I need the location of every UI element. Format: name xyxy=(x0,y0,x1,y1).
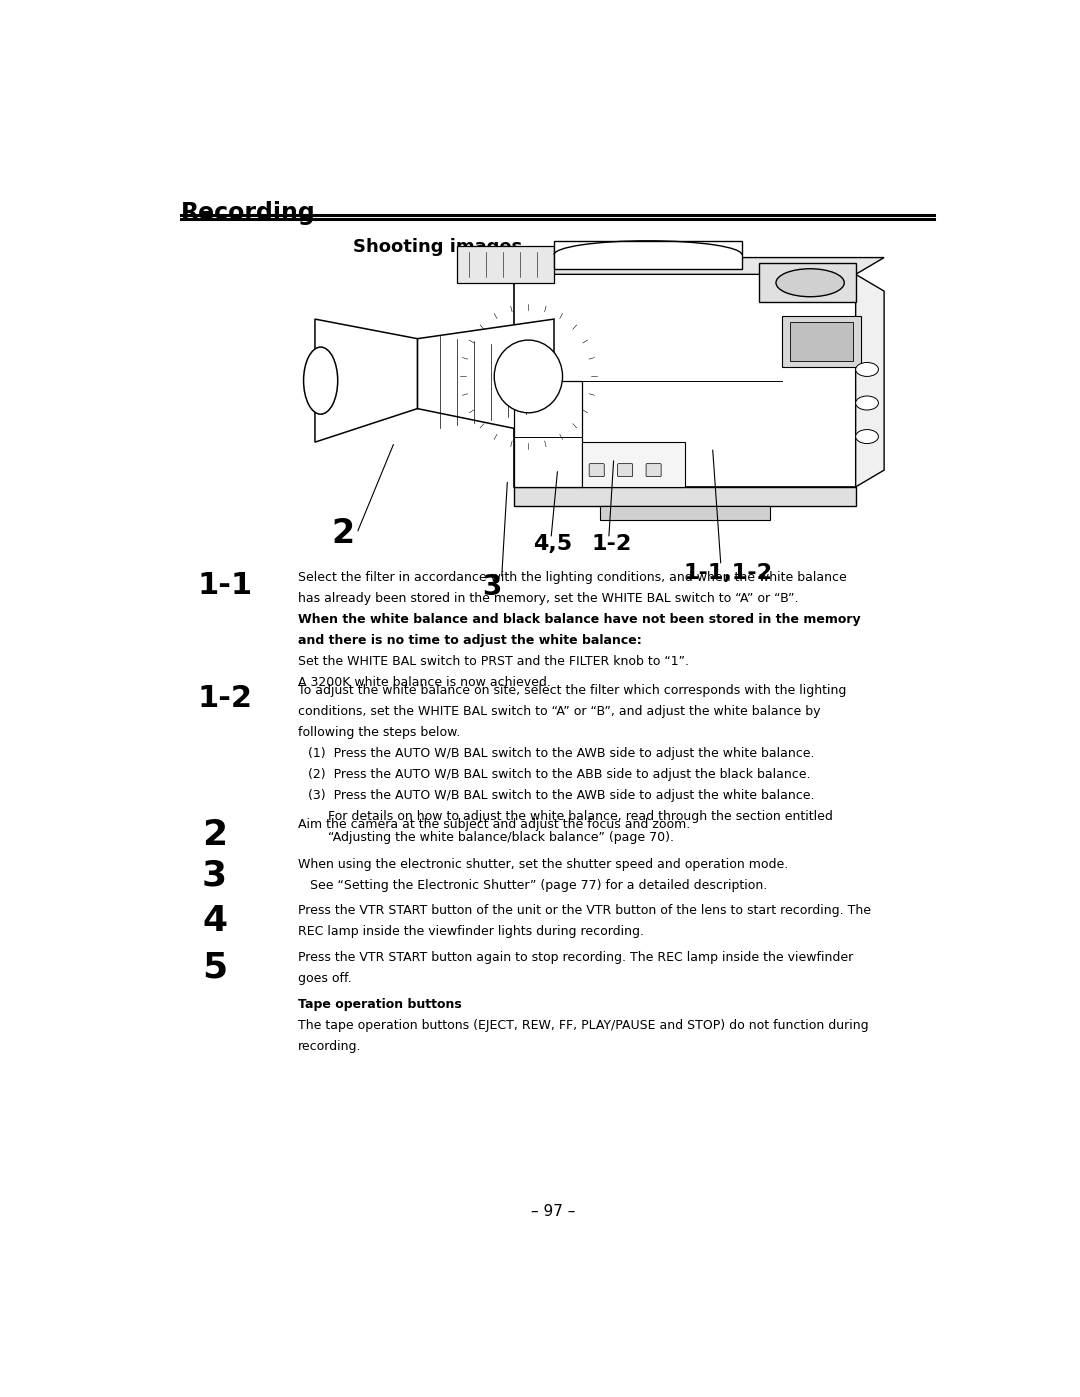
Polygon shape xyxy=(759,263,855,302)
Ellipse shape xyxy=(855,429,878,444)
Text: 4: 4 xyxy=(202,904,227,939)
Text: 3: 3 xyxy=(202,858,227,893)
Text: Recording: Recording xyxy=(181,201,315,225)
Text: (1)  Press the AUTO W/B BAL switch to the AWB side to adjust the white balance.: (1) Press the AUTO W/B BAL switch to the… xyxy=(308,747,814,760)
FancyBboxPatch shape xyxy=(590,464,604,476)
Text: When using the electronic shutter, set the shutter speed and operation mode.: When using the electronic shutter, set t… xyxy=(298,858,788,872)
Text: (3)  Press the AUTO W/B BAL switch to the AWB side to adjust the white balance.: (3) Press the AUTO W/B BAL switch to the… xyxy=(308,789,814,802)
Ellipse shape xyxy=(303,346,338,414)
Text: 3: 3 xyxy=(483,573,502,601)
Polygon shape xyxy=(514,380,582,488)
Text: 1-1,1-2: 1-1,1-2 xyxy=(684,563,772,583)
Ellipse shape xyxy=(507,353,551,400)
Text: A 3200K white balance is now achieved.: A 3200K white balance is now achieved. xyxy=(298,676,551,689)
Text: (2)  Press the AUTO W/B BAL switch to the ABB side to adjust the black balance.: (2) Press the AUTO W/B BAL switch to the… xyxy=(308,768,811,781)
Ellipse shape xyxy=(512,359,544,394)
Polygon shape xyxy=(582,443,685,488)
Text: 1-2: 1-2 xyxy=(198,685,253,712)
Text: following the steps below.: following the steps below. xyxy=(298,726,460,739)
Text: Press the VTR START button of the unit or the VTR button of the lens to start re: Press the VTR START button of the unit o… xyxy=(298,904,872,918)
Text: “Adjusting the white balance/black balance” (page 70).: “Adjusting the white balance/black balan… xyxy=(308,831,674,844)
Text: 2: 2 xyxy=(332,517,355,550)
Ellipse shape xyxy=(775,268,845,296)
Ellipse shape xyxy=(500,346,556,407)
Polygon shape xyxy=(457,246,554,282)
Polygon shape xyxy=(782,316,862,366)
Text: For details on how to adjust the white balance, read through the section entitle: For details on how to adjust the white b… xyxy=(308,810,833,823)
Polygon shape xyxy=(791,321,853,360)
Text: and there is no time to adjust the white balance:: and there is no time to adjust the white… xyxy=(298,634,642,647)
Ellipse shape xyxy=(855,362,878,376)
Text: 5: 5 xyxy=(202,951,227,985)
Ellipse shape xyxy=(855,395,878,409)
Polygon shape xyxy=(599,507,770,521)
Polygon shape xyxy=(514,257,885,274)
Text: Set the WHITE BAL switch to PRST and the FILTER knob to “1”.: Set the WHITE BAL switch to PRST and the… xyxy=(298,655,689,668)
Text: goes off.: goes off. xyxy=(298,972,352,985)
Text: REC lamp inside the viewfinder lights during recording.: REC lamp inside the viewfinder lights du… xyxy=(298,925,644,939)
Text: When the white balance and black balance have not been stored in the memory: When the white balance and black balance… xyxy=(298,613,861,626)
Polygon shape xyxy=(417,319,554,437)
Text: See “Setting the Electronic Shutter” (page 77) for a detailed description.: See “Setting the Electronic Shutter” (pa… xyxy=(298,879,768,893)
Text: 1-1: 1-1 xyxy=(198,571,253,601)
Text: conditions, set the WHITE BAL switch to “A” or “B”, and adjust the white balance: conditions, set the WHITE BAL switch to … xyxy=(298,705,821,718)
Polygon shape xyxy=(855,274,885,488)
Polygon shape xyxy=(554,240,742,268)
Text: 1-2: 1-2 xyxy=(591,534,632,555)
Ellipse shape xyxy=(495,339,563,412)
Text: 2: 2 xyxy=(202,819,227,852)
Text: recording.: recording. xyxy=(298,1039,362,1053)
FancyBboxPatch shape xyxy=(646,464,661,476)
Polygon shape xyxy=(514,488,855,507)
Text: Select the filter in accordance with the lighting conditions, and when the white: Select the filter in accordance with the… xyxy=(298,571,847,584)
FancyBboxPatch shape xyxy=(618,464,633,476)
Text: Press the VTR START button again to stop recording. The REC lamp inside the view: Press the VTR START button again to stop… xyxy=(298,951,853,964)
Polygon shape xyxy=(514,274,855,488)
Polygon shape xyxy=(315,319,417,443)
Text: Tape operation buttons: Tape operation buttons xyxy=(298,997,462,1011)
Text: Shooting images: Shooting images xyxy=(352,237,522,256)
Text: Aim the camera at the subject and adjust the focus and zoom.: Aim the camera at the subject and adjust… xyxy=(298,819,690,831)
Text: The tape operation buttons (EJECT, REW, FF, PLAY/PAUSE and STOP) do not function: The tape operation buttons (EJECT, REW, … xyxy=(298,1018,868,1032)
Text: To adjust the white balance on site, select the filter which corresponds with th: To adjust the white balance on site, sel… xyxy=(298,685,847,697)
Text: – 97 –: – 97 – xyxy=(531,1204,576,1218)
Text: 4,5: 4,5 xyxy=(532,534,571,555)
Text: has already been stored in the memory, set the WHITE BAL switch to “A” or “B”.: has already been stored in the memory, s… xyxy=(298,592,799,605)
